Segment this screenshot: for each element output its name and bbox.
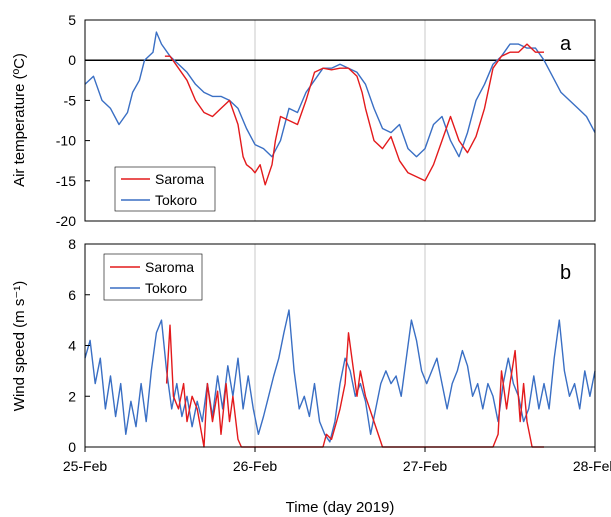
panel-a-legend: Saroma Tokoro (114, 166, 216, 212)
panel-b-legend-saroma-label: Saroma (145, 259, 194, 275)
panel-b-x-ticks: 25-Feb 26-Feb 27-Feb 28-Feb (63, 447, 611, 474)
panel-b-series-saroma-line (165, 324, 544, 448)
panel-b-y-tick-label: 2 (68, 388, 76, 404)
panel-a-legend-box (114, 166, 216, 212)
panel-a-y-tick-label: -15 (56, 173, 76, 189)
panel-b-gridlines (254, 244, 426, 447)
panel-a-frame (84, 19, 596, 222)
panel-b-y-tick-label: 0 (68, 439, 76, 455)
panel-a-series-tokoro-line (84, 31, 596, 158)
panel-b-y-tick-label: 4 (68, 338, 76, 354)
panel-b-y-tick-label: 8 (68, 236, 76, 252)
panel-a-y-tick-label: 0 (68, 52, 76, 68)
panel-b-series-tokoro-line (84, 309, 596, 443)
panel-b-legend-box (103, 253, 203, 301)
panel-a-legend-tokoro-label: Tokoro (155, 192, 197, 208)
panel-a-y-tick-label: 5 (68, 12, 76, 28)
panel-b-wind-chart: 8 6 4 2 0 25-Feb 26-Feb 27-Feb 28-Feb b Wind sp… (11, 236, 611, 474)
panel-b-x-tick-label: 26-Feb (233, 458, 278, 474)
panel-a-y-ticks: 5 0 -5 -10 -15 -20 (56, 12, 90, 229)
panel-a-y-tick-label: -10 (56, 133, 76, 149)
panel-a-letter: a (560, 33, 572, 55)
panel-a-series-saroma-line (164, 43, 544, 186)
panel-b-y-axis-label: Wind speed (m s⁻¹) (11, 281, 28, 411)
panel-b-series (84, 309, 596, 448)
panel-b-legend-tokoro-label: Tokoro (145, 280, 187, 296)
x-axis-title: Time (day 2019) (286, 499, 395, 516)
panel-a-gridlines (254, 20, 426, 221)
panel-b-y-ticks: 8 6 4 2 0 (68, 236, 90, 455)
panel-b-x-tick-label: 27-Feb (403, 458, 448, 474)
panel-b-legend: Saroma Tokoro (103, 253, 203, 301)
panel-b-y-tick-label: 6 (68, 287, 76, 303)
panel-b-x-tick-label: 25-Feb (63, 458, 108, 474)
panel-a-y-axis-label: Air temperature (ºC) (11, 53, 28, 187)
panel-a-temperature-chart: 5 0 -5 -10 -15 -20 a Air temperature (ºC) Sar… (11, 12, 596, 229)
panel-a-series (84, 31, 596, 186)
panel-a-legend-saroma-label: Saroma (155, 171, 204, 187)
panel-a-y-tick-label: -5 (64, 92, 77, 108)
panel-b-x-tick-label: 28-Feb (573, 458, 611, 474)
panel-a-y-tick-label: -20 (56, 213, 76, 229)
panel-b-letter: b (560, 262, 571, 284)
